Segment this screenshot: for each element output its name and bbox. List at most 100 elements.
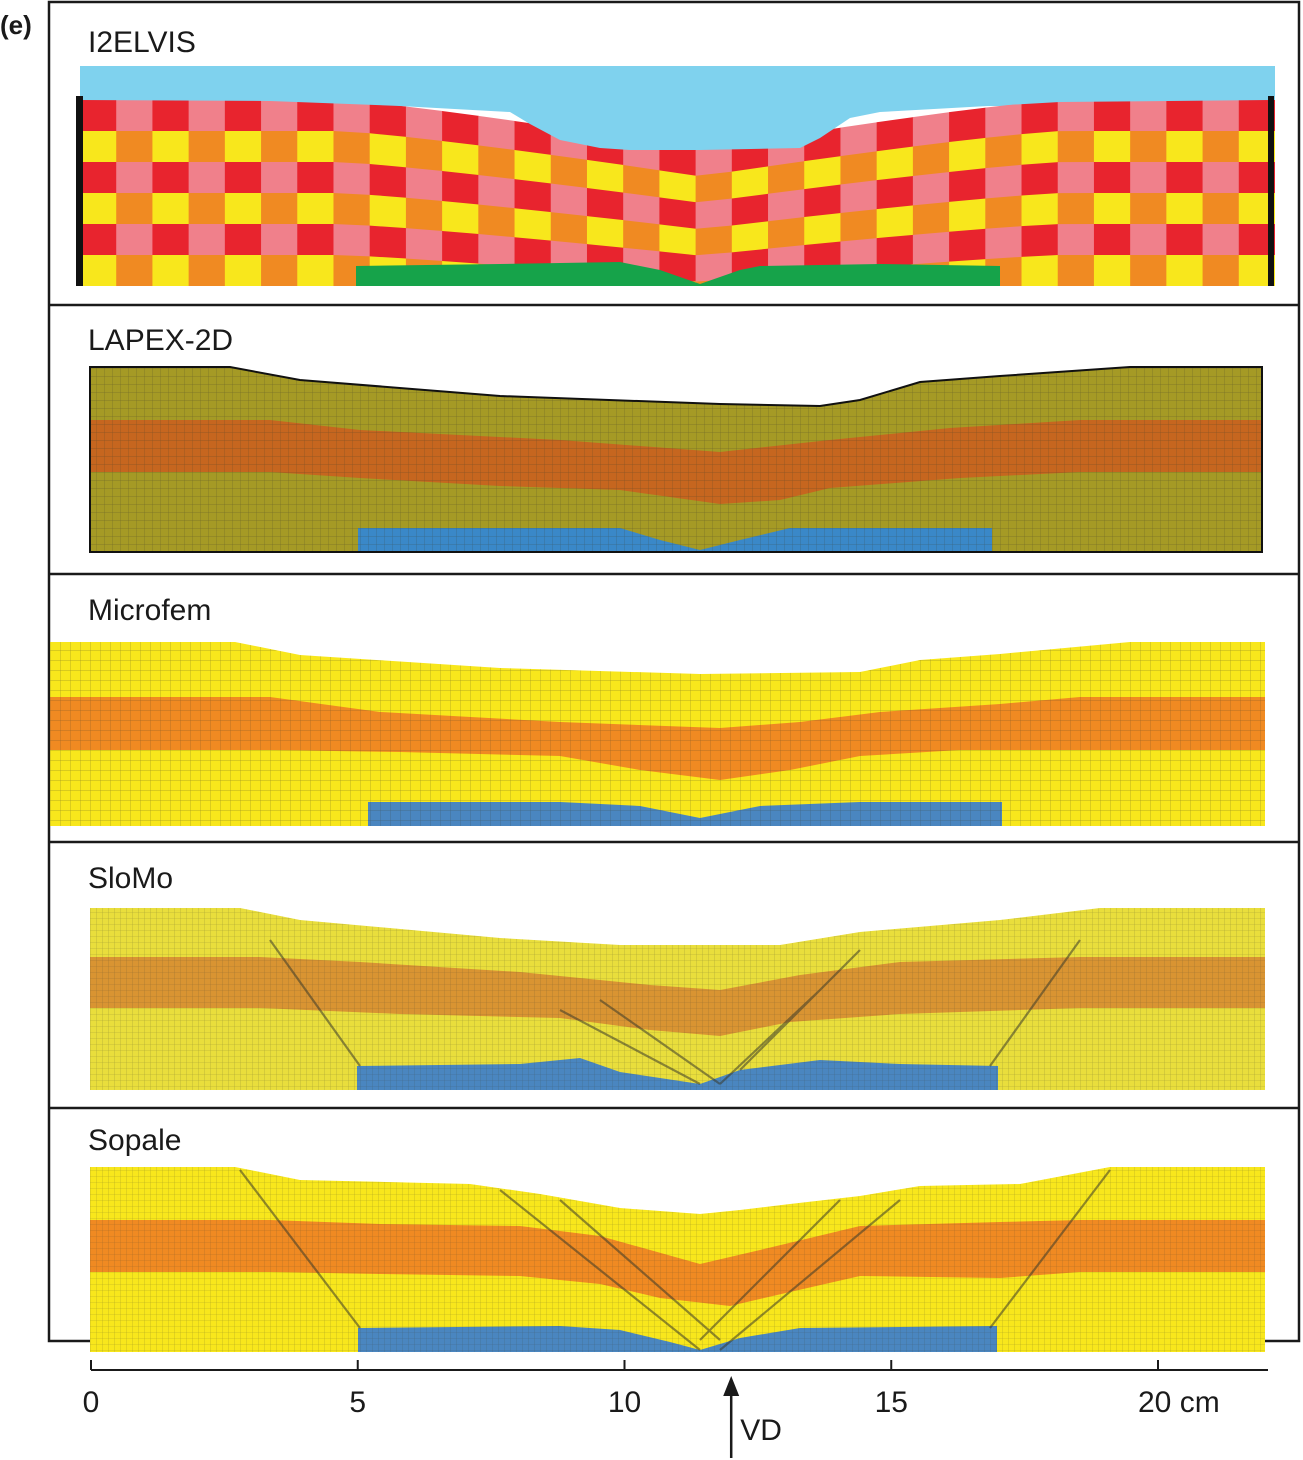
checker-cell [1166,162,1204,194]
checker-cell [514,179,552,213]
water-basin [80,66,1275,150]
checker-cell [224,100,262,132]
panel-label: SloMo [88,862,173,895]
checker-cell [297,100,334,132]
checker-cell [695,225,733,256]
panel-i2elvis: I2ELVIS [76,26,1275,286]
checker-cell [80,255,117,286]
model-outline [89,366,1263,553]
checker-cell [1057,255,1095,286]
checker-cell [1057,100,1095,132]
checker-cell [369,194,407,229]
checker-cell [297,193,334,225]
checker-cell [514,208,552,242]
checker-cell [442,111,479,146]
checker-cell [442,230,479,265]
checker-cell [985,134,1023,169]
checker-cell [116,193,153,225]
checker-cell [80,193,117,225]
mesh-grid [50,642,1265,826]
checker-cell [261,193,298,225]
checker-cell [876,205,914,239]
checker-cell [1238,100,1275,132]
checker-cell [405,197,443,232]
checker-cell [768,217,805,250]
checker-cell [261,100,298,132]
checker-cell [876,175,914,210]
checker-cell [1057,224,1095,256]
checker-cell [333,162,371,196]
checker-cell [1202,255,1240,286]
checker-cell [116,131,153,163]
checker-cell [224,224,262,256]
checker-cell [1093,131,1131,163]
checker-cell [659,143,697,177]
checker-cell [623,220,660,252]
checker-cell [1166,131,1204,163]
checker-cell [876,146,914,181]
checker-cell [369,102,407,138]
panel-sopale: Sopale [88,1124,1265,1352]
checker-cell [731,221,769,253]
checker-cell [1202,162,1240,194]
checker-cell [695,144,733,177]
checker-cell [405,136,443,172]
checker-cell [1021,224,1059,258]
checker-cell [1130,131,1167,163]
checker-cell [840,151,878,186]
checker-cell [949,168,986,203]
checker-cell [1202,193,1240,225]
checker-cell [116,162,153,194]
checker-cell [550,183,588,217]
checker-cell [768,161,805,195]
mesh-grid [90,367,1262,552]
checker-cell [695,171,733,203]
checker-cell [333,224,371,257]
checker-cell [116,100,153,132]
checker-cell [514,150,552,184]
axis-tick-label: 15 [875,1386,908,1419]
checker-cell [586,216,624,249]
checker-cell [152,131,190,163]
checker-cell [1238,224,1275,256]
checker-cell [152,100,190,132]
checker-cell [1238,255,1275,286]
checker-cell [1130,162,1167,194]
checker-cell [768,189,805,222]
checker-cell [1202,100,1240,132]
checker-cell [188,255,226,286]
shear-band [269,939,1081,1085]
checker-cell [514,237,552,270]
checker-cell [333,131,371,165]
checker-cell [623,165,660,198]
checker-cell [478,204,516,238]
checker-cell [1130,255,1167,286]
checker-cell [116,224,153,256]
checker-cell [297,131,334,163]
checker-cell [731,193,769,226]
green-base-layer [356,262,1000,286]
right-wall [1268,96,1274,286]
checker-cell [80,100,117,132]
checker-cell [80,162,117,194]
vd-marker: VD [723,1376,782,1458]
checker-cell [1238,162,1275,194]
checker-cell [405,167,443,202]
checker-cell [985,103,1023,139]
checker-cell [804,213,841,246]
checker-cell [1021,255,1059,286]
checker-cell [840,180,878,214]
x-axis: 0 5 10 15 20 cm VD [83,1360,1268,1458]
checker-cell [804,156,841,190]
mesh-grid [90,1167,1265,1352]
checker-cell [1093,255,1131,286]
axis-tick: 20 cm [1138,1360,1220,1419]
axis-tick-label: 0 [83,1386,100,1419]
checker-cell [188,193,226,225]
checker-cell [912,112,950,148]
axis-tick: 0 [83,1360,100,1419]
panel-label: LAPEX-2D [88,324,233,357]
panel-label: Microfem [88,594,211,627]
checker-cell [152,255,190,286]
checker-cell [912,142,950,177]
